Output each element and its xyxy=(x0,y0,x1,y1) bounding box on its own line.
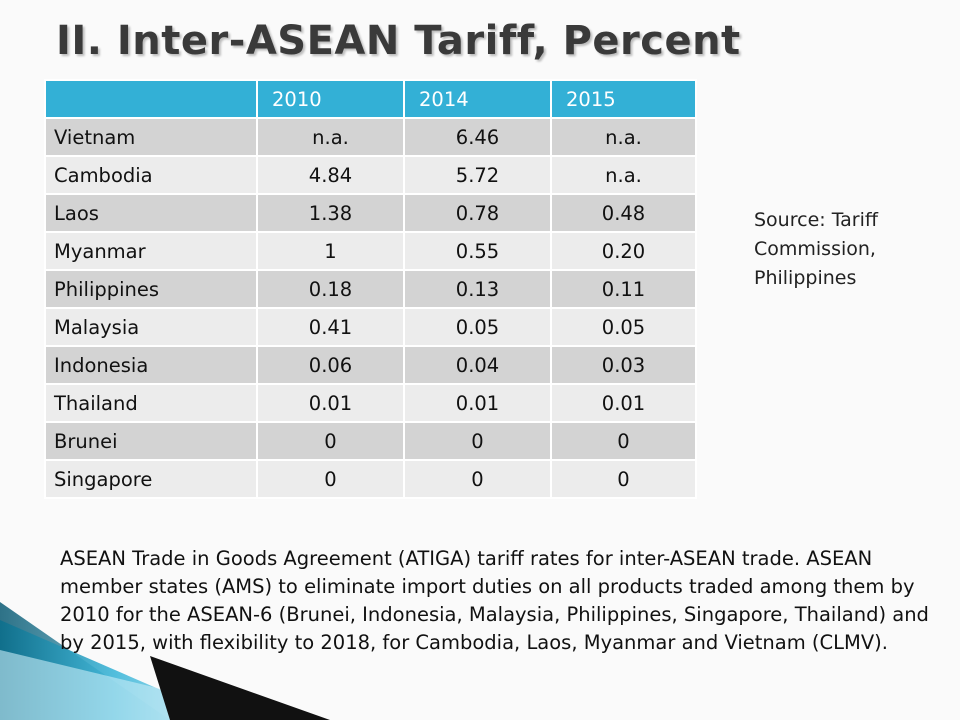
header-blank xyxy=(44,79,258,119)
tariff-table: 2010 2014 2015 Vietnam n.a. 6.46 n.a. Ca… xyxy=(44,79,697,499)
country-cell: Malaysia xyxy=(44,307,258,347)
value-2015: 0.05 xyxy=(550,307,697,347)
source-line: Source: Tariff xyxy=(754,209,878,231)
value-2014: 6.46 xyxy=(403,117,552,157)
country-cell: Brunei xyxy=(44,421,258,461)
country-cell: Thailand xyxy=(44,383,258,423)
value-2014: 0 xyxy=(403,459,552,499)
country-cell: Myanmar xyxy=(44,231,258,271)
table-row: Myanmar 1 0.55 0.20 xyxy=(44,231,697,271)
value-2010: 0.18 xyxy=(256,269,405,309)
value-2010: 0.41 xyxy=(256,307,405,347)
value-2014: 0.01 xyxy=(403,383,552,423)
value-2010: 0.01 xyxy=(256,383,405,423)
source-note: Source: Tariff Commission, Philippines xyxy=(754,206,878,293)
country-cell: Indonesia xyxy=(44,345,258,385)
header-2014: 2014 xyxy=(403,79,552,119)
value-2014: 0.55 xyxy=(403,231,552,271)
table-row: Cambodia 4.84 5.72 n.a. xyxy=(44,155,697,195)
value-2015: 0.11 xyxy=(550,269,697,309)
table-row: Brunei 0 0 0 xyxy=(44,421,697,461)
value-2014: 5.72 xyxy=(403,155,552,195)
table-header-row: 2010 2014 2015 xyxy=(44,79,697,119)
value-2010: 0 xyxy=(256,421,405,461)
value-2014: 0 xyxy=(403,421,552,461)
value-2010: n.a. xyxy=(256,117,405,157)
country-cell: Singapore xyxy=(44,459,258,499)
atiga-description: ASEAN Trade in Goods Agreement (ATIGA) t… xyxy=(60,547,929,654)
country-cell: Cambodia xyxy=(44,155,258,195)
value-2010: 0.06 xyxy=(256,345,405,385)
table-row: Indonesia 0.06 0.04 0.03 xyxy=(44,345,697,385)
value-2015: 0 xyxy=(550,459,697,499)
value-2010: 0 xyxy=(256,459,405,499)
value-2015: n.a. xyxy=(550,117,697,157)
source-line: Commission, xyxy=(754,238,876,260)
table-row: Malaysia 0.41 0.05 0.05 xyxy=(44,307,697,347)
value-2015: n.a. xyxy=(550,155,697,195)
value-2015: 0.01 xyxy=(550,383,697,423)
country-cell: Vietnam xyxy=(44,117,258,157)
value-2014: 0.78 xyxy=(403,193,552,233)
table-row: Singapore 0 0 0 xyxy=(44,459,697,499)
value-2010: 1.38 xyxy=(256,193,405,233)
value-2010: 1 xyxy=(256,231,405,271)
table-row: Laos 1.38 0.78 0.48 xyxy=(44,193,697,233)
header-2015: 2015 xyxy=(550,79,697,119)
value-2014: 0.13 xyxy=(403,269,552,309)
value-2015: 0.20 xyxy=(550,231,697,271)
value-2015: 0.03 xyxy=(550,345,697,385)
country-cell: Laos xyxy=(44,193,258,233)
value-2015: 0 xyxy=(550,421,697,461)
header-2010: 2010 xyxy=(256,79,405,119)
value-2015: 0.48 xyxy=(550,193,697,233)
decorative-swoosh xyxy=(0,602,330,720)
table-row: Philippines 0.18 0.13 0.11 xyxy=(44,269,697,309)
table-row: Vietnam n.a. 6.46 n.a. xyxy=(44,117,697,157)
source-line: Philippines xyxy=(754,267,857,289)
value-2014: 0.04 xyxy=(403,345,552,385)
value-2010: 4.84 xyxy=(256,155,405,195)
value-2014: 0.05 xyxy=(403,307,552,347)
table-row: Thailand 0.01 0.01 0.01 xyxy=(44,383,697,423)
country-cell: Philippines xyxy=(44,269,258,309)
slide-title: II. Inter-ASEAN Tariff, Percent xyxy=(56,18,741,64)
